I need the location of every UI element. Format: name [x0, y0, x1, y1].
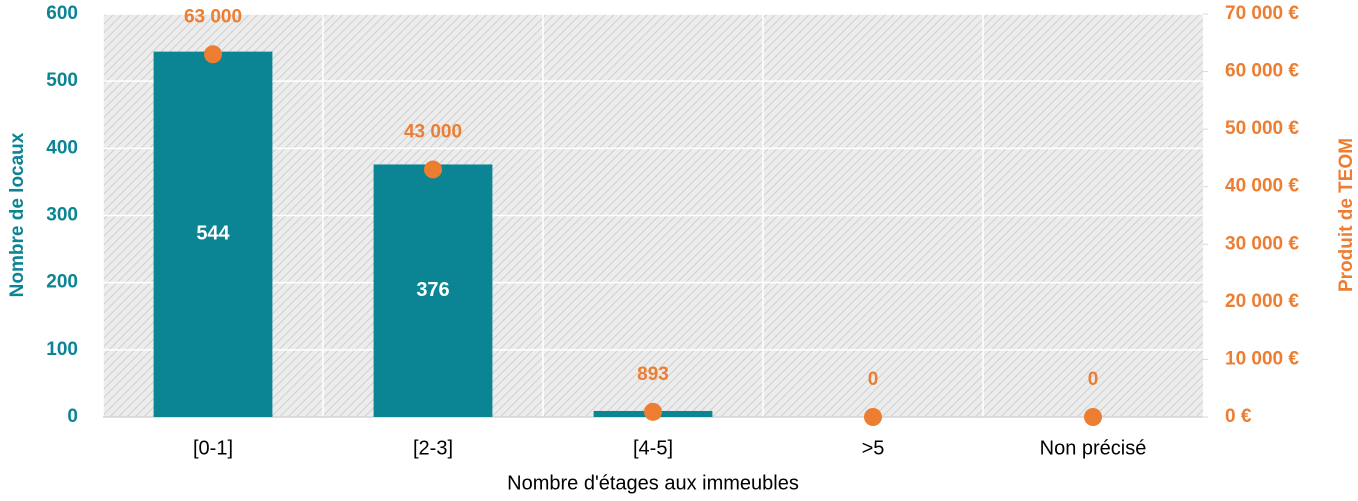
y2-tick-label: 30 000 €: [1225, 233, 1299, 254]
y2-tick-label: 50 000 €: [1225, 118, 1299, 139]
dot: [204, 45, 222, 64]
x-tick-label: Non précisé: [1040, 437, 1147, 459]
x-tick-label: [0-1]: [193, 437, 233, 459]
y-axis-title: Nombre de locaux: [7, 132, 28, 297]
y-tick-label: 400: [46, 137, 78, 158]
y-tick-label: 300: [46, 205, 78, 226]
x-tick-label: >5: [862, 437, 885, 459]
dot-label: 0: [1088, 369, 1099, 390]
dot-label: 0: [868, 369, 879, 390]
bar-label: 376: [416, 279, 449, 301]
y-tick-label: 100: [46, 339, 78, 360]
y2-tick-label: 60 000 €: [1225, 61, 1299, 82]
dot: [424, 160, 442, 179]
y2-tick-label: 10 000 €: [1225, 348, 1299, 369]
dot-label: 63 000: [184, 6, 242, 27]
dot-label: 893: [637, 364, 669, 385]
y2-tick-label: 0 €: [1225, 406, 1252, 427]
y2-axis-title: Produit de TEOM: [1336, 138, 1357, 292]
y-tick-label: 600: [46, 3, 78, 24]
dot: [864, 408, 882, 426]
y2-tick-label: 20 000 €: [1225, 291, 1299, 312]
x-tick-label: [4-5]: [633, 437, 673, 459]
y2-tick-label: 40 000 €: [1225, 176, 1299, 197]
y-tick-label: 500: [46, 70, 78, 91]
bar: [373, 164, 493, 417]
y2-tick-label: 70 000 €: [1225, 3, 1299, 24]
x-axis-title: Nombre d'étages aux immeubles: [507, 472, 799, 494]
dot: [1084, 408, 1102, 426]
x-tick-label: [2-3]: [413, 437, 453, 459]
y-tick-label: 200: [46, 272, 78, 293]
bar-label: 544: [196, 223, 230, 245]
y-tick-label: 0: [67, 406, 78, 427]
dot: [644, 402, 662, 421]
bar: [153, 51, 273, 417]
dot-label: 43 000: [404, 121, 462, 142]
